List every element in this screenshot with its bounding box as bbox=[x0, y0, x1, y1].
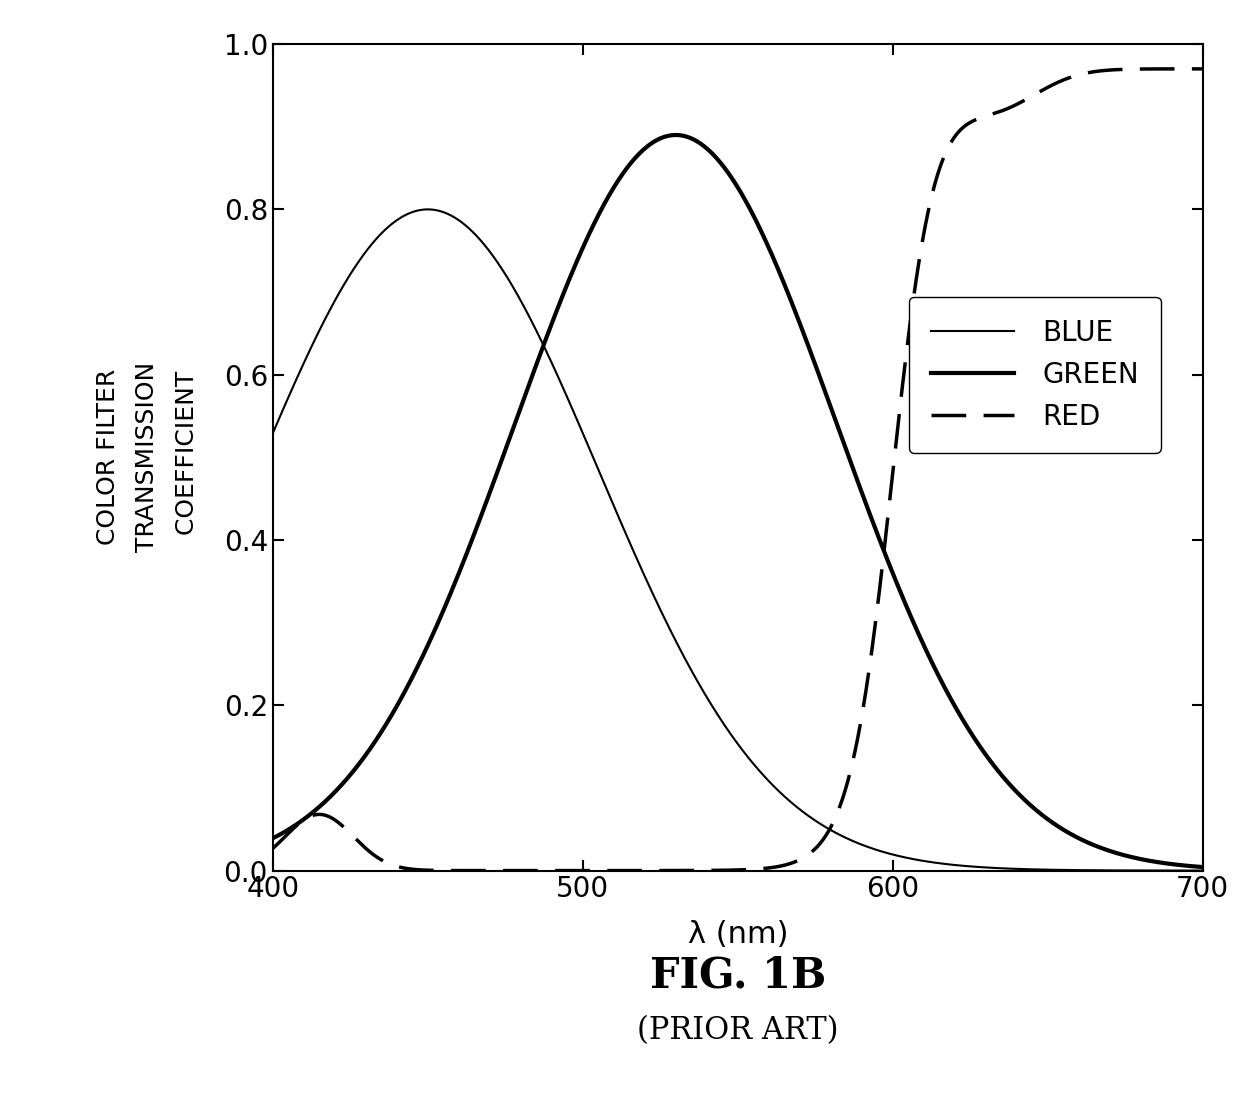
BLUE bbox=[1195, 864, 1210, 877]
RED bbox=[506, 864, 521, 877]
GREEN bbox=[427, 625, 441, 638]
RED bbox=[662, 864, 677, 877]
GREEN bbox=[1195, 861, 1210, 874]
BLUE bbox=[265, 426, 280, 440]
RED bbox=[372, 852, 387, 865]
BLUE bbox=[662, 623, 677, 636]
GREEN bbox=[622, 159, 637, 172]
GREEN bbox=[662, 129, 677, 142]
BLUE bbox=[1177, 864, 1192, 877]
GREEN bbox=[372, 730, 387, 743]
GREEN bbox=[668, 129, 683, 142]
BLUE bbox=[1078, 864, 1092, 877]
Text: FIG. 1B: FIG. 1B bbox=[650, 954, 826, 996]
Line: RED: RED bbox=[273, 69, 1203, 871]
GREEN bbox=[1078, 834, 1092, 847]
Line: GREEN: GREEN bbox=[273, 136, 1203, 867]
RED bbox=[265, 842, 280, 855]
BLUE bbox=[622, 536, 637, 549]
Y-axis label: COLOR FILTER
TRANSMISSION
 COEFFICIENT: COLOR FILTER TRANSMISSION COEFFICIENT bbox=[97, 363, 198, 552]
RED bbox=[1078, 67, 1092, 80]
Legend: BLUE, GREEN, RED: BLUE, GREEN, RED bbox=[909, 296, 1161, 453]
RED bbox=[427, 864, 441, 877]
GREEN bbox=[1177, 858, 1192, 872]
Text: (PRIOR ART): (PRIOR ART) bbox=[637, 1015, 838, 1046]
GREEN bbox=[265, 832, 280, 845]
RED bbox=[622, 864, 637, 877]
RED bbox=[1195, 63, 1210, 76]
BLUE bbox=[420, 203, 435, 216]
BLUE bbox=[427, 203, 441, 216]
BLUE bbox=[372, 229, 387, 242]
X-axis label: λ (nm): λ (nm) bbox=[687, 920, 789, 949]
RED bbox=[1177, 63, 1192, 76]
Line: BLUE: BLUE bbox=[273, 209, 1203, 871]
